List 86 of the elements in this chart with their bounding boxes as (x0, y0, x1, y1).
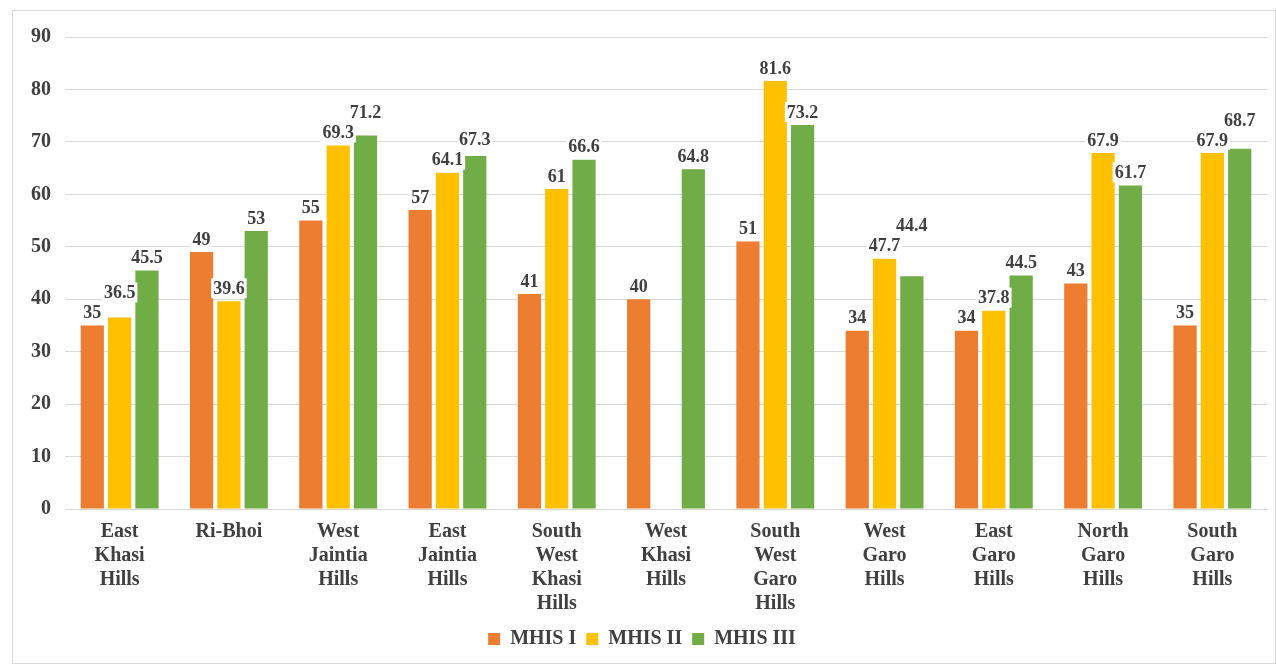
y-tick-label: 20 (31, 391, 51, 414)
bar (954, 330, 979, 509)
y-tick-label: 0 (41, 496, 51, 519)
data-label: 53 (247, 207, 266, 228)
y-tick-label: 60 (31, 181, 51, 204)
bar (763, 81, 787, 509)
data-label: 34 (848, 307, 867, 328)
x-tick-label: South Garo Hills (1187, 519, 1238, 590)
data-label: 66.6 (568, 136, 600, 157)
data-label: 34 (957, 307, 976, 328)
legend-label: MHIS I (510, 626, 577, 649)
x-tick-label: South West Khasi Hills (531, 519, 583, 614)
bar (900, 276, 924, 509)
bar (572, 159, 596, 509)
data-label: 73.2 (786, 101, 819, 122)
bar (681, 169, 705, 509)
bar (299, 220, 323, 509)
data-label: 35 (83, 302, 102, 323)
data-label: 55 (301, 197, 320, 218)
bar (982, 310, 1006, 509)
data-label: 64.1 (431, 149, 464, 170)
bar (845, 330, 869, 509)
bar (1064, 283, 1088, 509)
bar (1009, 275, 1033, 509)
x-tick-label: North Garo Hills (1077, 519, 1129, 590)
bar (408, 210, 432, 509)
legend-label: MHIS III (714, 626, 797, 649)
data-label: 67.3 (459, 129, 491, 150)
bar (517, 293, 542, 509)
y-tick-label: 80 (31, 76, 51, 99)
x-tick-label: West Khasi Hills (640, 519, 692, 590)
data-label: 57 (411, 186, 430, 207)
bar (244, 231, 268, 509)
bar (135, 270, 159, 509)
y-tick-label: 30 (31, 338, 51, 361)
data-label: 39.6 (213, 277, 245, 298)
legend-label: MHIS II (608, 626, 683, 649)
bar (872, 258, 897, 509)
data-label: 41 (520, 270, 539, 291)
y-tick-label: 70 (31, 129, 51, 152)
data-label: 61 (547, 165, 566, 186)
x-tick-label: South West Garo Hills (750, 519, 801, 614)
data-label: 69.3 (322, 122, 354, 143)
data-label: 61.7 (1114, 162, 1147, 183)
bar (80, 325, 104, 509)
x-tick-label: East Jaintia Hills (418, 519, 477, 590)
data-label: 44.5 (1005, 252, 1037, 273)
bar (1173, 325, 1197, 509)
x-tick-label: West Garo Hills (862, 519, 907, 590)
bar (790, 125, 815, 509)
data-label: 67.9 (1196, 129, 1229, 150)
bar (736, 241, 760, 509)
bar (627, 299, 651, 509)
x-tick-label: East Garo Hills (971, 519, 1016, 590)
x-tick-label: West Jaintia Hills (308, 519, 368, 590)
x-tick-label: East Khasi Hills (94, 519, 146, 590)
bar (463, 156, 487, 509)
data-label: 49 (192, 228, 211, 249)
bar (1228, 148, 1252, 509)
data-label: 45.5 (131, 247, 163, 268)
data-label: 47.7 (868, 235, 901, 256)
data-label: 68.7 (1223, 109, 1256, 130)
bar (108, 317, 132, 509)
bar (1091, 152, 1115, 509)
y-tick-label: 10 (31, 443, 51, 466)
data-label: 51 (738, 218, 757, 239)
data-label: 43 (1066, 260, 1085, 281)
data-label: 64.8 (677, 145, 710, 166)
x-tick-label: Ri-Bhoi (195, 519, 263, 542)
data-label: 67.9 (1087, 129, 1119, 150)
bar (1118, 185, 1143, 509)
bar (353, 135, 378, 509)
data-label: 37.8 (978, 287, 1010, 308)
data-label: 35 (1176, 302, 1195, 323)
y-tick-label: 40 (31, 286, 51, 309)
data-label: 36.5 (103, 282, 136, 303)
data-label: 40 (629, 275, 648, 296)
bar (217, 301, 241, 509)
data-label: 81.6 (759, 57, 792, 78)
y-tick-label: 50 (31, 233, 51, 256)
data-label: 44.4 (896, 215, 928, 236)
data-label: 71.2 (349, 102, 382, 123)
bar (545, 189, 569, 509)
y-tick-label: 90 (31, 24, 51, 47)
bar (435, 172, 460, 509)
bar (189, 252, 214, 509)
